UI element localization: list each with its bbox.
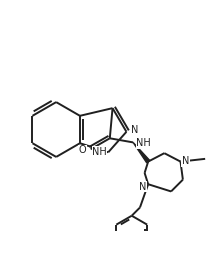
Polygon shape [133,142,150,163]
Text: NH: NH [136,139,151,148]
Text: N: N [182,156,189,166]
Text: N: N [131,125,138,135]
Text: O: O [79,145,87,155]
Text: NH: NH [92,147,107,157]
Text: N: N [139,182,147,192]
